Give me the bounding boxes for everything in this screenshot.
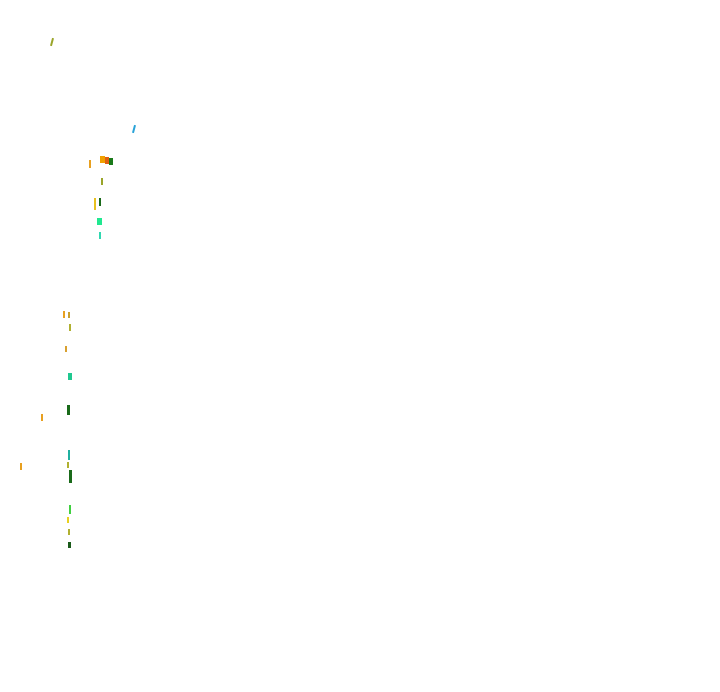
speck <box>67 517 69 523</box>
speck <box>68 312 70 318</box>
speck <box>67 462 69 468</box>
speck <box>67 405 70 415</box>
speck <box>68 450 70 460</box>
speck <box>99 198 101 206</box>
speck <box>89 160 91 168</box>
speck <box>69 324 71 331</box>
speck <box>68 373 72 380</box>
speck <box>99 232 101 239</box>
speck <box>20 463 22 470</box>
speck <box>69 505 71 514</box>
speck <box>100 156 105 163</box>
speck <box>65 346 67 352</box>
speck <box>109 158 113 165</box>
speck <box>68 529 70 535</box>
speck <box>97 218 102 225</box>
speck <box>49 37 55 47</box>
speck <box>41 414 43 421</box>
speck <box>63 311 65 318</box>
speck <box>69 470 72 483</box>
speck <box>68 542 71 548</box>
speck <box>105 157 109 164</box>
specks <box>20 37 137 548</box>
speck <box>131 124 137 134</box>
speck <box>101 178 103 185</box>
speck <box>94 198 96 210</box>
